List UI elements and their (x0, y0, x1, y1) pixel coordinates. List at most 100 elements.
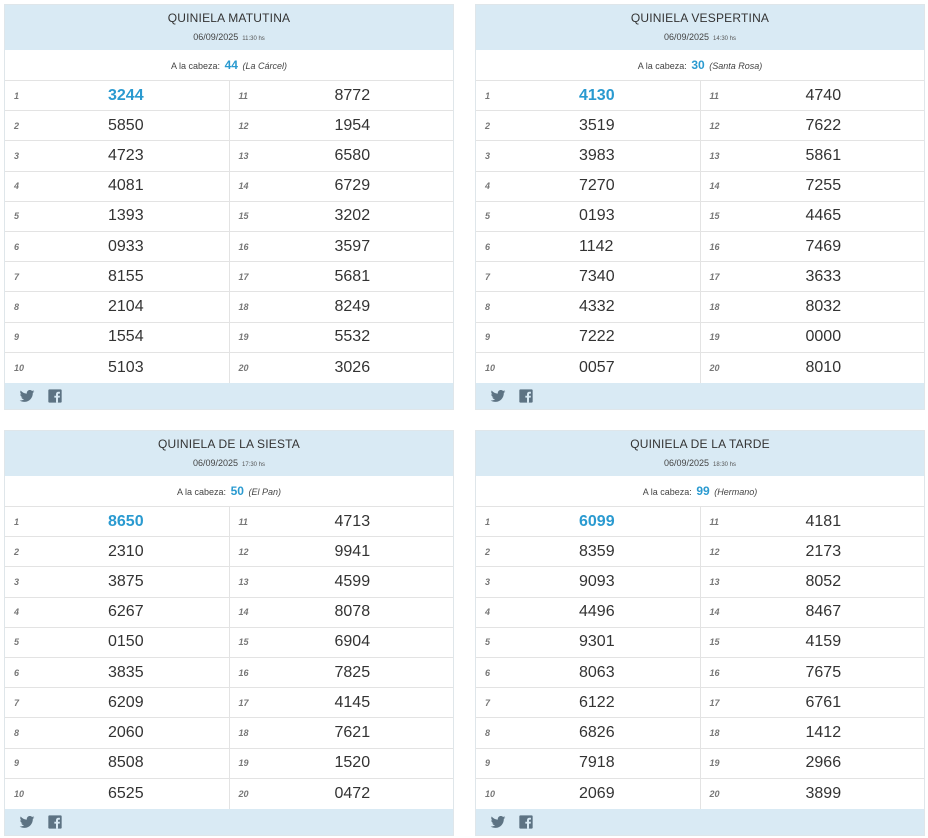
result-row: 11 8772 (229, 81, 453, 112)
result-number: 1412 (805, 723, 842, 741)
result-number: 7270 (579, 177, 615, 195)
result-number: 2966 (805, 754, 842, 772)
result-position: 1 (14, 90, 20, 101)
result-row: 12 1954 (229, 111, 453, 142)
result-row: 8 6826 (476, 718, 700, 749)
result-row: 17 3633 (700, 262, 924, 293)
result-row: 20 0472 (230, 779, 454, 809)
result-row: 11 4713 (229, 507, 453, 538)
result-row: 6 8063 (476, 658, 700, 689)
result-position: 11 (238, 516, 248, 527)
card-header: QUINIELA DE LA SIESTA 06/09/2025 17:30 hs (5, 431, 453, 476)
facebook-icon[interactable] (47, 388, 63, 404)
result-position: 18 (709, 301, 720, 312)
results-grid: 1 8650 2 2310 3 3875 4 6267 5 0150 6 3835 7 6209 8 2060… (5, 507, 453, 809)
result-position: 5 (14, 211, 20, 222)
result-row: 15 6904 (229, 628, 453, 658)
result-number: 0057 (579, 358, 615, 376)
result-row: 16 7825 (229, 658, 453, 689)
result-number: 7621 (334, 723, 371, 741)
result-row: 12 2173 (700, 537, 924, 568)
result-number: 5861 (805, 146, 842, 164)
card-date: 06/09/2025 (193, 32, 239, 42)
result-number: 2069 (579, 784, 615, 802)
result-row: 3 3875 (5, 567, 229, 598)
result-position: 9 (14, 758, 20, 769)
cabeza-row: A la cabeza: 50 (El Pan) (5, 476, 453, 507)
result-number: 8359 (579, 542, 615, 560)
result-number: 8052 (805, 572, 842, 590)
result-row: 4 6267 (5, 598, 229, 628)
result-row: 2 3519 (476, 111, 700, 142)
result-number: 3875 (108, 572, 144, 590)
result-position: 6 (485, 667, 491, 678)
result-row: 18 1412 (700, 718, 924, 749)
cabeza-number: 30 (691, 58, 705, 72)
result-row: 6 3835 (5, 658, 229, 689)
result-position: 7 (485, 697, 491, 708)
cabeza-number: 99 (696, 484, 710, 498)
result-position: 12 (238, 120, 249, 131)
result-row: 7 6209 (5, 688, 229, 719)
result-row: 10 6525 (5, 779, 229, 809)
facebook-icon[interactable] (47, 814, 63, 830)
facebook-icon[interactable] (518, 388, 534, 404)
result-number: 6209 (108, 693, 144, 711)
result-position: 4 (485, 181, 491, 192)
result-position: 20 (709, 362, 720, 373)
result-row: 9 7222 (476, 323, 700, 353)
result-position: 10 (14, 788, 25, 799)
result-position: 17 (238, 697, 249, 708)
result-number: 6761 (805, 693, 842, 711)
result-number: 2104 (108, 297, 144, 315)
result-number: 3597 (334, 237, 371, 255)
results-column-left: 1 3244 2 5850 3 4723 4 4081 5 1393 6 0933 7 8155 8 2104… (5, 81, 230, 383)
result-position: 1 (14, 516, 20, 527)
result-row: 13 8052 (700, 567, 924, 598)
result-row: 6 0933 (5, 232, 229, 263)
facebook-icon[interactable] (518, 814, 534, 830)
result-position: 18 (238, 727, 249, 738)
result-row: 18 8032 (700, 292, 924, 323)
result-number: 1954 (334, 116, 371, 134)
result-row: 16 7469 (700, 232, 924, 263)
twitter-icon[interactable] (19, 388, 35, 404)
result-position: 4 (485, 607, 491, 618)
cabeza-number: 44 (224, 58, 238, 72)
twitter-icon[interactable] (490, 388, 506, 404)
result-number: 8010 (805, 358, 842, 376)
result-number: 6122 (579, 693, 615, 711)
card-time: 17:30 hs (242, 462, 266, 468)
results-grid: 1 4130 2 3519 3 3983 4 7270 5 0193 6 1142 7 7340 8 4332… (476, 81, 924, 383)
result-number: 2173 (805, 542, 842, 560)
result-number: 3026 (334, 358, 371, 376)
result-row: 13 4599 (229, 567, 453, 598)
result-position: 1 (485, 90, 491, 101)
result-number: 3835 (108, 663, 144, 681)
result-position: 12 (709, 546, 720, 557)
twitter-icon[interactable] (19, 814, 35, 830)
result-position: 16 (709, 241, 720, 252)
card-date: 06/09/2025 (663, 32, 709, 42)
result-position: 10 (485, 788, 496, 799)
result-row: 17 5681 (229, 262, 453, 293)
result-number: 3244 (108, 86, 144, 104)
result-position: 7 (14, 271, 20, 282)
result-number: 8772 (334, 86, 371, 104)
result-row: 19 2966 (700, 749, 924, 779)
twitter-icon[interactable] (490, 814, 506, 830)
card-footer (5, 808, 453, 835)
cabeza-row: A la cabeza: 44 (La Cárcel) (5, 50, 453, 81)
results-column-left: 1 4130 2 3519 3 3983 4 7270 5 0193 6 1142 7 7340 8 4332… (476, 81, 701, 383)
card-title: QUINIELA DE LA SIESTA (157, 437, 301, 451)
result-row: 11 4740 (700, 81, 924, 112)
result-position: 3 (14, 576, 20, 587)
result-position: 2 (14, 546, 20, 557)
card-footer (5, 382, 453, 409)
result-row: 7 7340 (476, 262, 700, 293)
result-row: 5 1393 (5, 202, 229, 232)
result-number: 1554 (108, 328, 144, 346)
result-position: 6 (485, 241, 491, 252)
result-position: 5 (485, 637, 491, 648)
result-position: 10 (485, 362, 496, 373)
